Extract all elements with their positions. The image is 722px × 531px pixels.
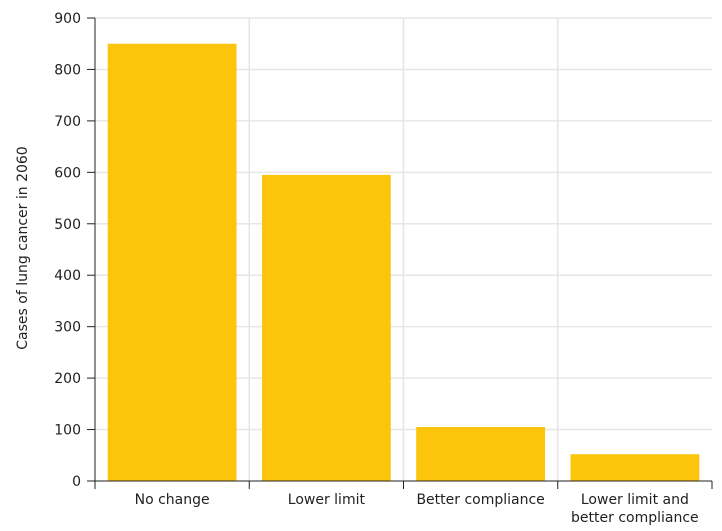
axes [87,17,713,489]
bar-lower-limit-and-better-compliance [570,454,700,481]
y-tick-label: 200 [54,371,81,387]
x-tick-label: Lower limit [288,492,366,508]
y-tick-label: 500 [54,217,81,233]
y-tick-label: 300 [54,320,81,336]
y-tick-label: 900 [54,11,81,27]
y-tick-label: 800 [54,62,81,78]
y-tick-label: 700 [54,114,81,130]
y-tick-label: 0 [72,474,81,490]
bars [107,43,700,481]
bar-better-compliance [416,426,546,481]
y-tick-labels: 0 100 200 300 400 500 600 700 800 900 [54,11,81,490]
x-tick-label: Lower limit and [581,492,689,508]
x-tick-labels: No change Lower limit Better compliance Low… [135,492,699,526]
y-tick-label: 600 [54,165,81,181]
y-axis-label: Cases of lung cancer in 2060 [15,146,31,349]
bar-no-change [107,43,237,481]
bar-lower-limit [261,174,391,481]
x-tick-label: Better compliance [416,492,544,508]
x-tick-label: No change [135,492,210,508]
y-tick-label: 100 [54,423,81,439]
x-tick-label: better compliance [571,510,699,526]
y-tick-label: 400 [54,268,81,284]
